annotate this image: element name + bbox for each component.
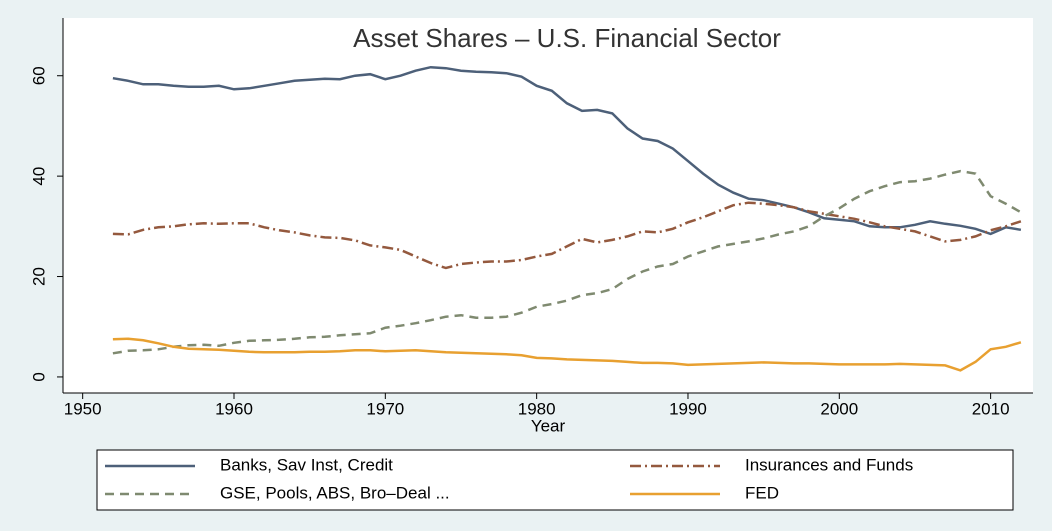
- plot-area: [63, 18, 1033, 393]
- x-tick-label: 1980: [518, 399, 556, 418]
- legend-label: GSE, Pools, ABS, Bro–Deal ...: [220, 483, 450, 502]
- legend: [96, 449, 1014, 511]
- y-tick-label: 0: [29, 372, 48, 381]
- y-tick-label: 40: [29, 167, 48, 186]
- series-line: [112, 337, 1022, 372]
- series-line: [112, 169, 1022, 355]
- chart-title: Asset Shares – U.S. Financial Sector: [353, 23, 781, 53]
- y-tick-label: 60: [29, 66, 48, 85]
- x-tick-label: 2000: [820, 399, 858, 418]
- x-tick-label: 1960: [215, 399, 253, 418]
- series-line: [112, 65, 1022, 236]
- x-tick-label: 1970: [366, 399, 404, 418]
- x-tick-label: 1950: [64, 399, 102, 418]
- x-axis-label: Year: [531, 416, 566, 435]
- legend-label: Insurances and Funds: [745, 455, 913, 474]
- legend-label: FED: [745, 483, 779, 502]
- x-tick-label: 2010: [972, 399, 1010, 418]
- x-tick-label: 1990: [669, 399, 707, 418]
- y-tick-label: 20: [29, 267, 48, 286]
- series-line: [112, 201, 1022, 270]
- legend-label: Banks, Sav Inst, Credit: [220, 455, 393, 474]
